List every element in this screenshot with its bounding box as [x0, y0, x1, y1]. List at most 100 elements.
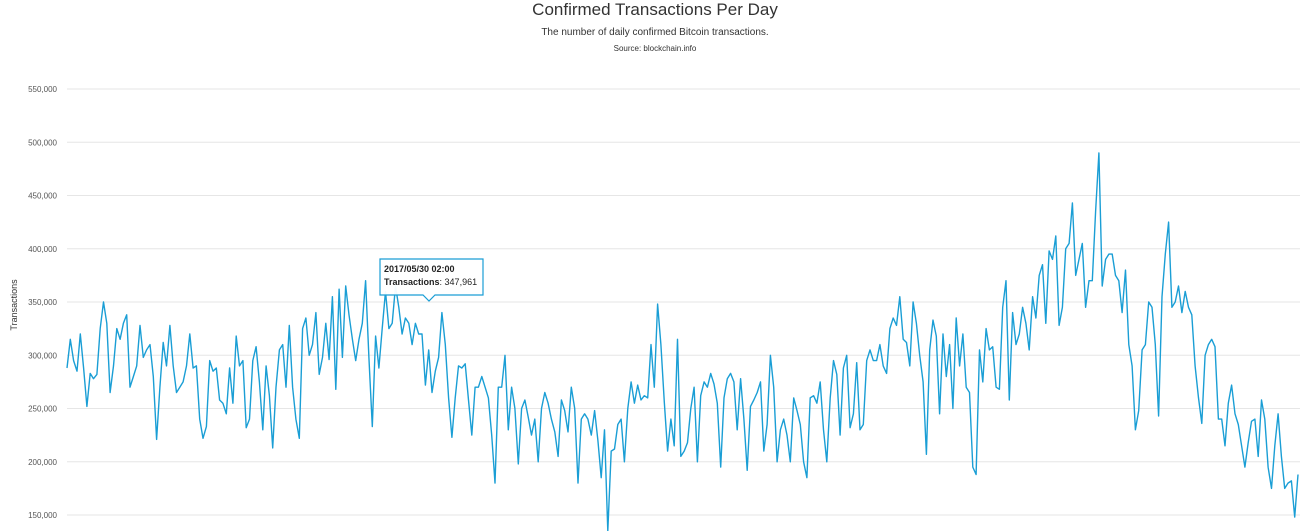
data-point[interactable] — [278, 348, 281, 351]
data-point[interactable] — [165, 364, 168, 367]
data-point[interactable] — [815, 402, 818, 405]
data-point[interactable] — [1234, 412, 1237, 415]
data-point[interactable] — [454, 396, 457, 399]
data-point[interactable] — [895, 324, 898, 327]
data-point[interactable] — [1157, 415, 1160, 418]
data-point[interactable] — [487, 396, 490, 399]
data-point[interactable] — [1034, 317, 1037, 320]
data-point[interactable] — [596, 439, 599, 442]
data-point[interactable] — [945, 375, 948, 378]
data-point[interactable] — [885, 372, 888, 375]
data-point[interactable] — [709, 372, 712, 375]
data-point[interactable] — [928, 348, 931, 351]
data-point[interactable] — [238, 364, 241, 367]
data-point[interactable] — [1015, 343, 1018, 346]
data-point[interactable] — [1230, 384, 1233, 387]
data-point[interactable] — [288, 324, 291, 327]
data-point[interactable] — [139, 324, 142, 327]
data-point[interactable] — [1214, 345, 1217, 348]
data-point[interactable] — [1001, 306, 1004, 309]
data-point[interactable] — [892, 317, 895, 320]
series-line-transactions[interactable] — [66, 152, 1299, 531]
data-point[interactable] — [1227, 402, 1230, 405]
data-point[interactable] — [922, 380, 925, 383]
data-point[interactable] — [85, 405, 88, 408]
data-point[interactable] — [470, 434, 473, 437]
data-point[interactable] — [381, 327, 384, 330]
data-point[interactable] — [155, 438, 158, 441]
data-point[interactable] — [630, 380, 633, 383]
data-point[interactable] — [1084, 306, 1087, 309]
data-point[interactable] — [321, 356, 324, 359]
data-point[interactable] — [1078, 258, 1081, 261]
data-point[interactable] — [1177, 285, 1180, 288]
data-point[interactable] — [474, 386, 477, 389]
data-point[interactable] — [1151, 306, 1154, 309]
data-point[interactable] — [862, 423, 865, 426]
data-point[interactable] — [1124, 269, 1127, 272]
data-point[interactable] — [348, 313, 351, 316]
data-point[interactable] — [1081, 242, 1084, 245]
data-point[interactable] — [218, 399, 221, 402]
data-point[interactable] — [314, 311, 317, 314]
data-point[interactable] — [228, 367, 231, 370]
data-point[interactable] — [593, 409, 596, 412]
data-point[interactable] — [616, 423, 619, 426]
data-point[interactable] — [600, 476, 603, 479]
data-point[interactable] — [872, 359, 875, 362]
data-point[interactable] — [849, 426, 852, 429]
data-point[interactable] — [447, 396, 450, 399]
data-point[interactable] — [178, 386, 181, 389]
data-point[interactable] — [1167, 221, 1170, 224]
data-point[interactable] — [1154, 343, 1157, 346]
data-point[interactable] — [563, 409, 566, 412]
data-point[interactable] — [251, 359, 254, 362]
data-point[interactable] — [135, 364, 138, 367]
data-point[interactable] — [825, 460, 828, 463]
data-point[interactable] — [258, 380, 261, 383]
data-point[interactable] — [397, 306, 400, 309]
data-point[interactable] — [231, 402, 234, 405]
data-point[interactable] — [769, 354, 772, 357]
data-point[interactable] — [762, 450, 765, 453]
data-point[interactable] — [523, 399, 526, 402]
data-point[interactable] — [570, 386, 573, 389]
data-point[interactable] — [855, 361, 858, 364]
data-point[interactable] — [530, 434, 533, 437]
data-point[interactable] — [882, 364, 885, 367]
data-point[interactable] — [1021, 306, 1024, 309]
data-point[interactable] — [590, 434, 593, 437]
data-point[interactable] — [1107, 253, 1110, 256]
data-point[interactable] — [613, 448, 616, 451]
data-point[interactable] — [543, 391, 546, 394]
data-point[interactable] — [567, 430, 570, 433]
data-point[interactable] — [1121, 311, 1124, 314]
data-point[interactable] — [912, 301, 915, 304]
data-point[interactable] — [152, 375, 155, 378]
data-point[interactable] — [99, 327, 102, 330]
data-point[interactable] — [583, 412, 586, 415]
data-point[interactable] — [158, 386, 161, 389]
data-point[interactable] — [444, 343, 447, 346]
data-point[interactable] — [411, 343, 414, 346]
data-point[interactable] — [586, 418, 589, 421]
data-point[interactable] — [440, 311, 443, 314]
data-point[interactable] — [995, 386, 998, 389]
data-point[interactable] — [673, 444, 676, 447]
data-point[interactable] — [636, 384, 639, 387]
data-point[interactable] — [832, 359, 835, 362]
data-point[interactable] — [1028, 348, 1031, 351]
data-point[interactable] — [407, 322, 410, 325]
data-point[interactable] — [1144, 343, 1147, 346]
data-point[interactable] — [968, 391, 971, 394]
data-point[interactable] — [1283, 487, 1286, 490]
data-point[interactable] — [560, 399, 563, 402]
data-point[interactable] — [1041, 263, 1044, 266]
data-point[interactable] — [109, 391, 112, 394]
data-point[interactable] — [142, 356, 145, 359]
data-point[interactable] — [298, 437, 301, 440]
data-point[interactable] — [261, 428, 264, 431]
data-point[interactable] — [689, 407, 692, 410]
data-point[interactable] — [1137, 409, 1140, 412]
data-point[interactable] — [1240, 444, 1243, 447]
